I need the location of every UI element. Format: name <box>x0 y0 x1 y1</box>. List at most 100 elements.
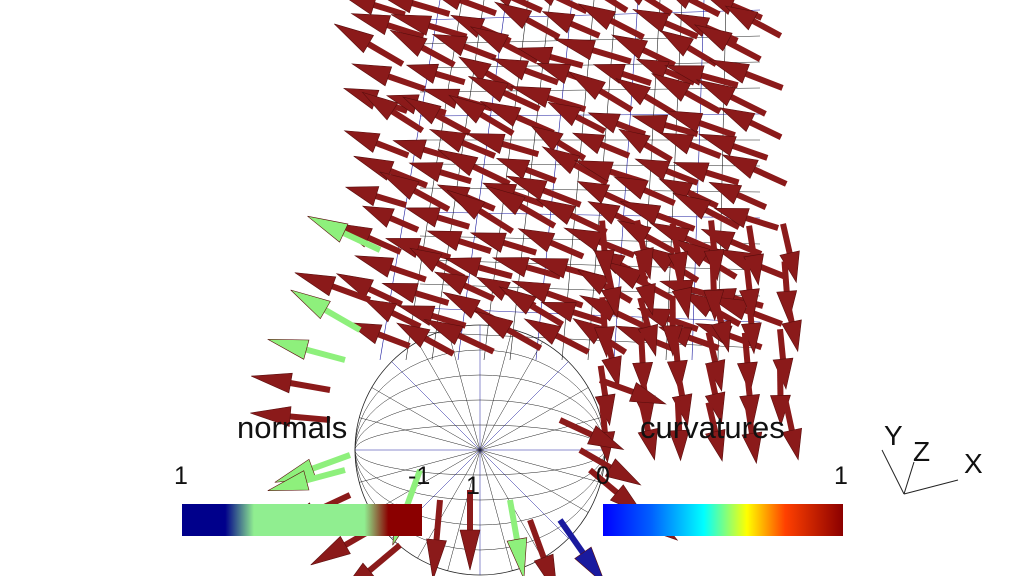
arrow-shaft <box>386 214 420 233</box>
arrow-shaft <box>566 19 601 39</box>
arrow-glyph <box>363 298 422 330</box>
arrow-shaft <box>684 188 719 209</box>
arrow-shaft <box>569 308 606 325</box>
arrow-head <box>361 205 395 228</box>
arrow-head <box>535 62 572 84</box>
arrow-head <box>437 149 479 177</box>
curvatures-tick-min: 0 <box>596 462 610 490</box>
arrow-shaft <box>431 110 471 136</box>
arrow-shaft <box>637 297 652 331</box>
arrow-shaft <box>383 72 426 92</box>
arrow-shaft <box>588 467 622 498</box>
arrow-head <box>335 273 374 299</box>
arrow-glyph <box>672 192 741 230</box>
arrow-glyph <box>341 0 406 18</box>
arrow-shaft <box>431 69 466 86</box>
arrow-head <box>618 128 651 154</box>
arrow-glyph <box>741 403 763 465</box>
arrow-shaft <box>474 263 513 280</box>
arrow-glyph <box>250 406 331 427</box>
curvatures-tick-max: 1 <box>834 462 848 490</box>
arrow-shaft <box>522 165 557 184</box>
arrow-glyph <box>554 38 632 65</box>
arrow-head <box>361 91 399 121</box>
arrow-shaft <box>497 139 540 158</box>
axis-z-label: Z <box>913 436 931 467</box>
arrow-shaft <box>733 190 768 211</box>
arrow-shaft <box>467 490 473 534</box>
arrow-head <box>431 33 469 57</box>
arrow-glyph <box>431 33 497 61</box>
arrow-glyph <box>491 257 562 280</box>
arrow-shaft <box>327 282 372 303</box>
arrow-glyph <box>637 400 658 461</box>
arrow-shaft <box>474 206 514 234</box>
normals-colorbar <box>182 504 422 536</box>
arrow-glyph <box>389 29 456 68</box>
arrow-shaft <box>557 518 588 558</box>
arrow-head <box>741 431 763 465</box>
arrow-head <box>708 181 743 205</box>
arrow-shaft <box>546 53 584 69</box>
arrow-shaft <box>411 289 450 306</box>
arrow-shaft <box>499 88 541 112</box>
arrow-shaft <box>746 118 783 140</box>
arrow-shaft <box>777 365 784 399</box>
arrow-head <box>535 198 576 225</box>
arrow-shaft <box>697 71 739 89</box>
arrow-shaft <box>522 15 561 40</box>
arrow-shaft <box>587 46 632 65</box>
arrow-glyph <box>631 115 699 138</box>
arrow-head <box>469 26 509 54</box>
arrow-shaft <box>599 297 608 331</box>
arrow-head <box>267 338 310 360</box>
arrow-head <box>540 301 577 323</box>
arrow-glyph <box>577 3 645 40</box>
arrow-head <box>533 553 558 576</box>
arrow-glyph <box>567 71 634 113</box>
arrow-glyph <box>459 490 481 571</box>
arrow-shaft <box>570 160 609 186</box>
arrow-head <box>498 286 537 315</box>
arrow-shaft <box>374 330 411 349</box>
arrow-head <box>663 110 704 133</box>
arrow-glyph <box>491 58 559 86</box>
axis-y-label: Y <box>884 420 903 451</box>
arrow-shaft <box>705 401 719 436</box>
arrow-head <box>506 175 548 201</box>
arrow-shaft <box>455 0 497 17</box>
arrow-shaft <box>710 292 725 327</box>
arrow-shaft <box>364 542 402 576</box>
arrow-head <box>511 280 551 304</box>
arrow-shaft <box>402 468 423 513</box>
arrow-shaft <box>407 0 451 17</box>
arrow-glyph <box>634 158 699 186</box>
arrow-head <box>697 133 737 156</box>
arrow-head <box>517 228 556 253</box>
x-axis-line <box>903 479 959 495</box>
arrow-head <box>554 38 596 61</box>
axes-triad[interactable] <box>870 430 980 510</box>
arrow-glyph <box>433 271 496 302</box>
arrow-head <box>577 3 617 30</box>
arrow-head <box>405 63 439 84</box>
arrow-shaft <box>572 112 606 134</box>
arrow-head <box>541 11 576 34</box>
arrow-shaft <box>640 140 673 163</box>
arrow-glyph <box>618 128 673 163</box>
arrow-head <box>632 8 670 33</box>
arrow-shaft <box>363 233 402 255</box>
arrow-head <box>781 427 802 461</box>
arrow-glyph <box>541 11 601 39</box>
arrow-glyph <box>594 297 615 359</box>
arrow-glyph <box>448 94 515 137</box>
arrow-glyph <box>392 139 455 162</box>
arrow-glyph <box>708 59 784 91</box>
arrow-head <box>441 291 481 319</box>
arrow-glyphs <box>250 0 802 576</box>
arrow-glyph <box>601 258 622 319</box>
arrow-shaft <box>427 311 467 329</box>
arrow-shaft <box>417 43 456 68</box>
arrow-head <box>634 158 671 181</box>
arrow-head <box>602 260 643 289</box>
